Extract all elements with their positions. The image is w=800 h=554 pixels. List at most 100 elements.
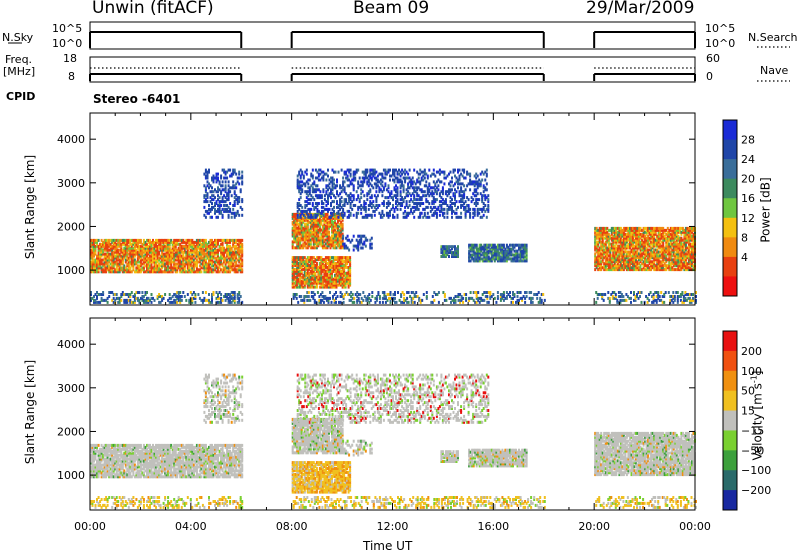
echo-cell (364, 244, 367, 248)
echo-cell (632, 260, 634, 264)
echo-cell (334, 277, 336, 281)
echo-cell (339, 186, 342, 190)
echo-cell (404, 209, 407, 213)
echo-cell (224, 186, 227, 190)
echo-cell (378, 190, 381, 194)
echo-cell (625, 262, 628, 266)
echo-cell (218, 260, 221, 264)
echo-cell (232, 207, 235, 211)
echo-cell (315, 228, 318, 232)
echo-cell (312, 264, 315, 267)
echo-cell (318, 258, 321, 262)
echo-cell (314, 240, 317, 244)
echo-cell (149, 254, 151, 258)
echo-cell (335, 238, 338, 242)
echo-cell (633, 266, 636, 270)
echo-cell (97, 256, 100, 260)
echo-cell (329, 273, 332, 277)
echo-cell (381, 184, 384, 188)
echo-cell (633, 240, 636, 244)
echo-cell (319, 172, 322, 176)
echo-cell (339, 202, 342, 205)
echo-cell (331, 273, 333, 277)
echo-cell (603, 256, 606, 260)
echo-cell (133, 240, 136, 244)
echo-cell (525, 249, 528, 253)
echo-cell (310, 215, 313, 219)
echo-cell (191, 270, 194, 274)
echo-cell (367, 213, 370, 217)
echo-cell (401, 198, 404, 202)
echo-cell (179, 264, 182, 268)
echo-cell (449, 200, 452, 204)
echo-cell (610, 260, 613, 264)
echo-cell (594, 230, 597, 234)
echo-cell (233, 186, 236, 190)
echo-cell (198, 252, 201, 256)
echo-cell (91, 250, 94, 254)
echo-cell (348, 198, 351, 202)
echo-cell (408, 168, 411, 172)
echo-cell (448, 182, 450, 186)
echo-cell (108, 266, 111, 270)
echo-cell (135, 240, 138, 244)
echo-cell (337, 226, 339, 230)
echo-cell (206, 196, 209, 200)
echo-cell (624, 238, 627, 242)
echo-cell (318, 240, 321, 244)
echo-cell (629, 240, 631, 244)
echo-cell (393, 172, 396, 176)
echo-cell (170, 240, 173, 244)
echo-cell (327, 202, 329, 205)
echo-cell (109, 242, 112, 246)
echo-cell (168, 262, 171, 266)
echo-cell (105, 270, 108, 274)
echo-cell (375, 196, 378, 200)
echo-cell (613, 264, 616, 268)
echo-cell (311, 260, 314, 264)
echo-cell (176, 248, 179, 252)
echo-cell (311, 224, 314, 228)
echo-cell (91, 244, 94, 248)
echo-cell (183, 268, 186, 272)
echo-cell (372, 200, 375, 204)
echo-cell (364, 172, 367, 176)
echo-cell (615, 260, 618, 264)
echo-cell (203, 172, 206, 176)
echo-cell (236, 238, 239, 242)
echo-cell (323, 285, 326, 289)
echo-cell (304, 190, 307, 194)
echo-cell (641, 252, 644, 256)
echo-cell (297, 232, 300, 236)
echo-cell (297, 264, 300, 267)
echo-cell (332, 264, 335, 267)
echo-cell (434, 174, 437, 178)
echo-cell (186, 258, 189, 262)
echo-cell (636, 230, 639, 234)
echo-cell (431, 186, 434, 190)
echo-cell (413, 194, 416, 198)
echo-cell (180, 254, 183, 258)
echo-cell (176, 238, 179, 242)
echo-cell (236, 252, 239, 256)
echo-cell (296, 271, 299, 275)
echo-cell (525, 257, 528, 261)
echo-cell (326, 269, 329, 273)
echo-cell (615, 256, 618, 260)
echo-cell (337, 273, 339, 277)
echo-cell (483, 257, 486, 261)
echo-cell (603, 242, 606, 246)
echo-cell (221, 256, 224, 260)
echo-cell (294, 216, 297, 220)
echo-cell (220, 254, 223, 258)
echo-cell (323, 228, 326, 232)
echo-cell (340, 258, 343, 262)
echo-cell (156, 240, 159, 244)
echo-cell (291, 258, 294, 262)
echo-cell (432, 192, 435, 196)
echo-cell (636, 238, 639, 242)
echo-cell (492, 257, 495, 261)
echo-cell (294, 224, 297, 228)
echo-cell (139, 248, 142, 252)
echo-cell (466, 184, 469, 188)
